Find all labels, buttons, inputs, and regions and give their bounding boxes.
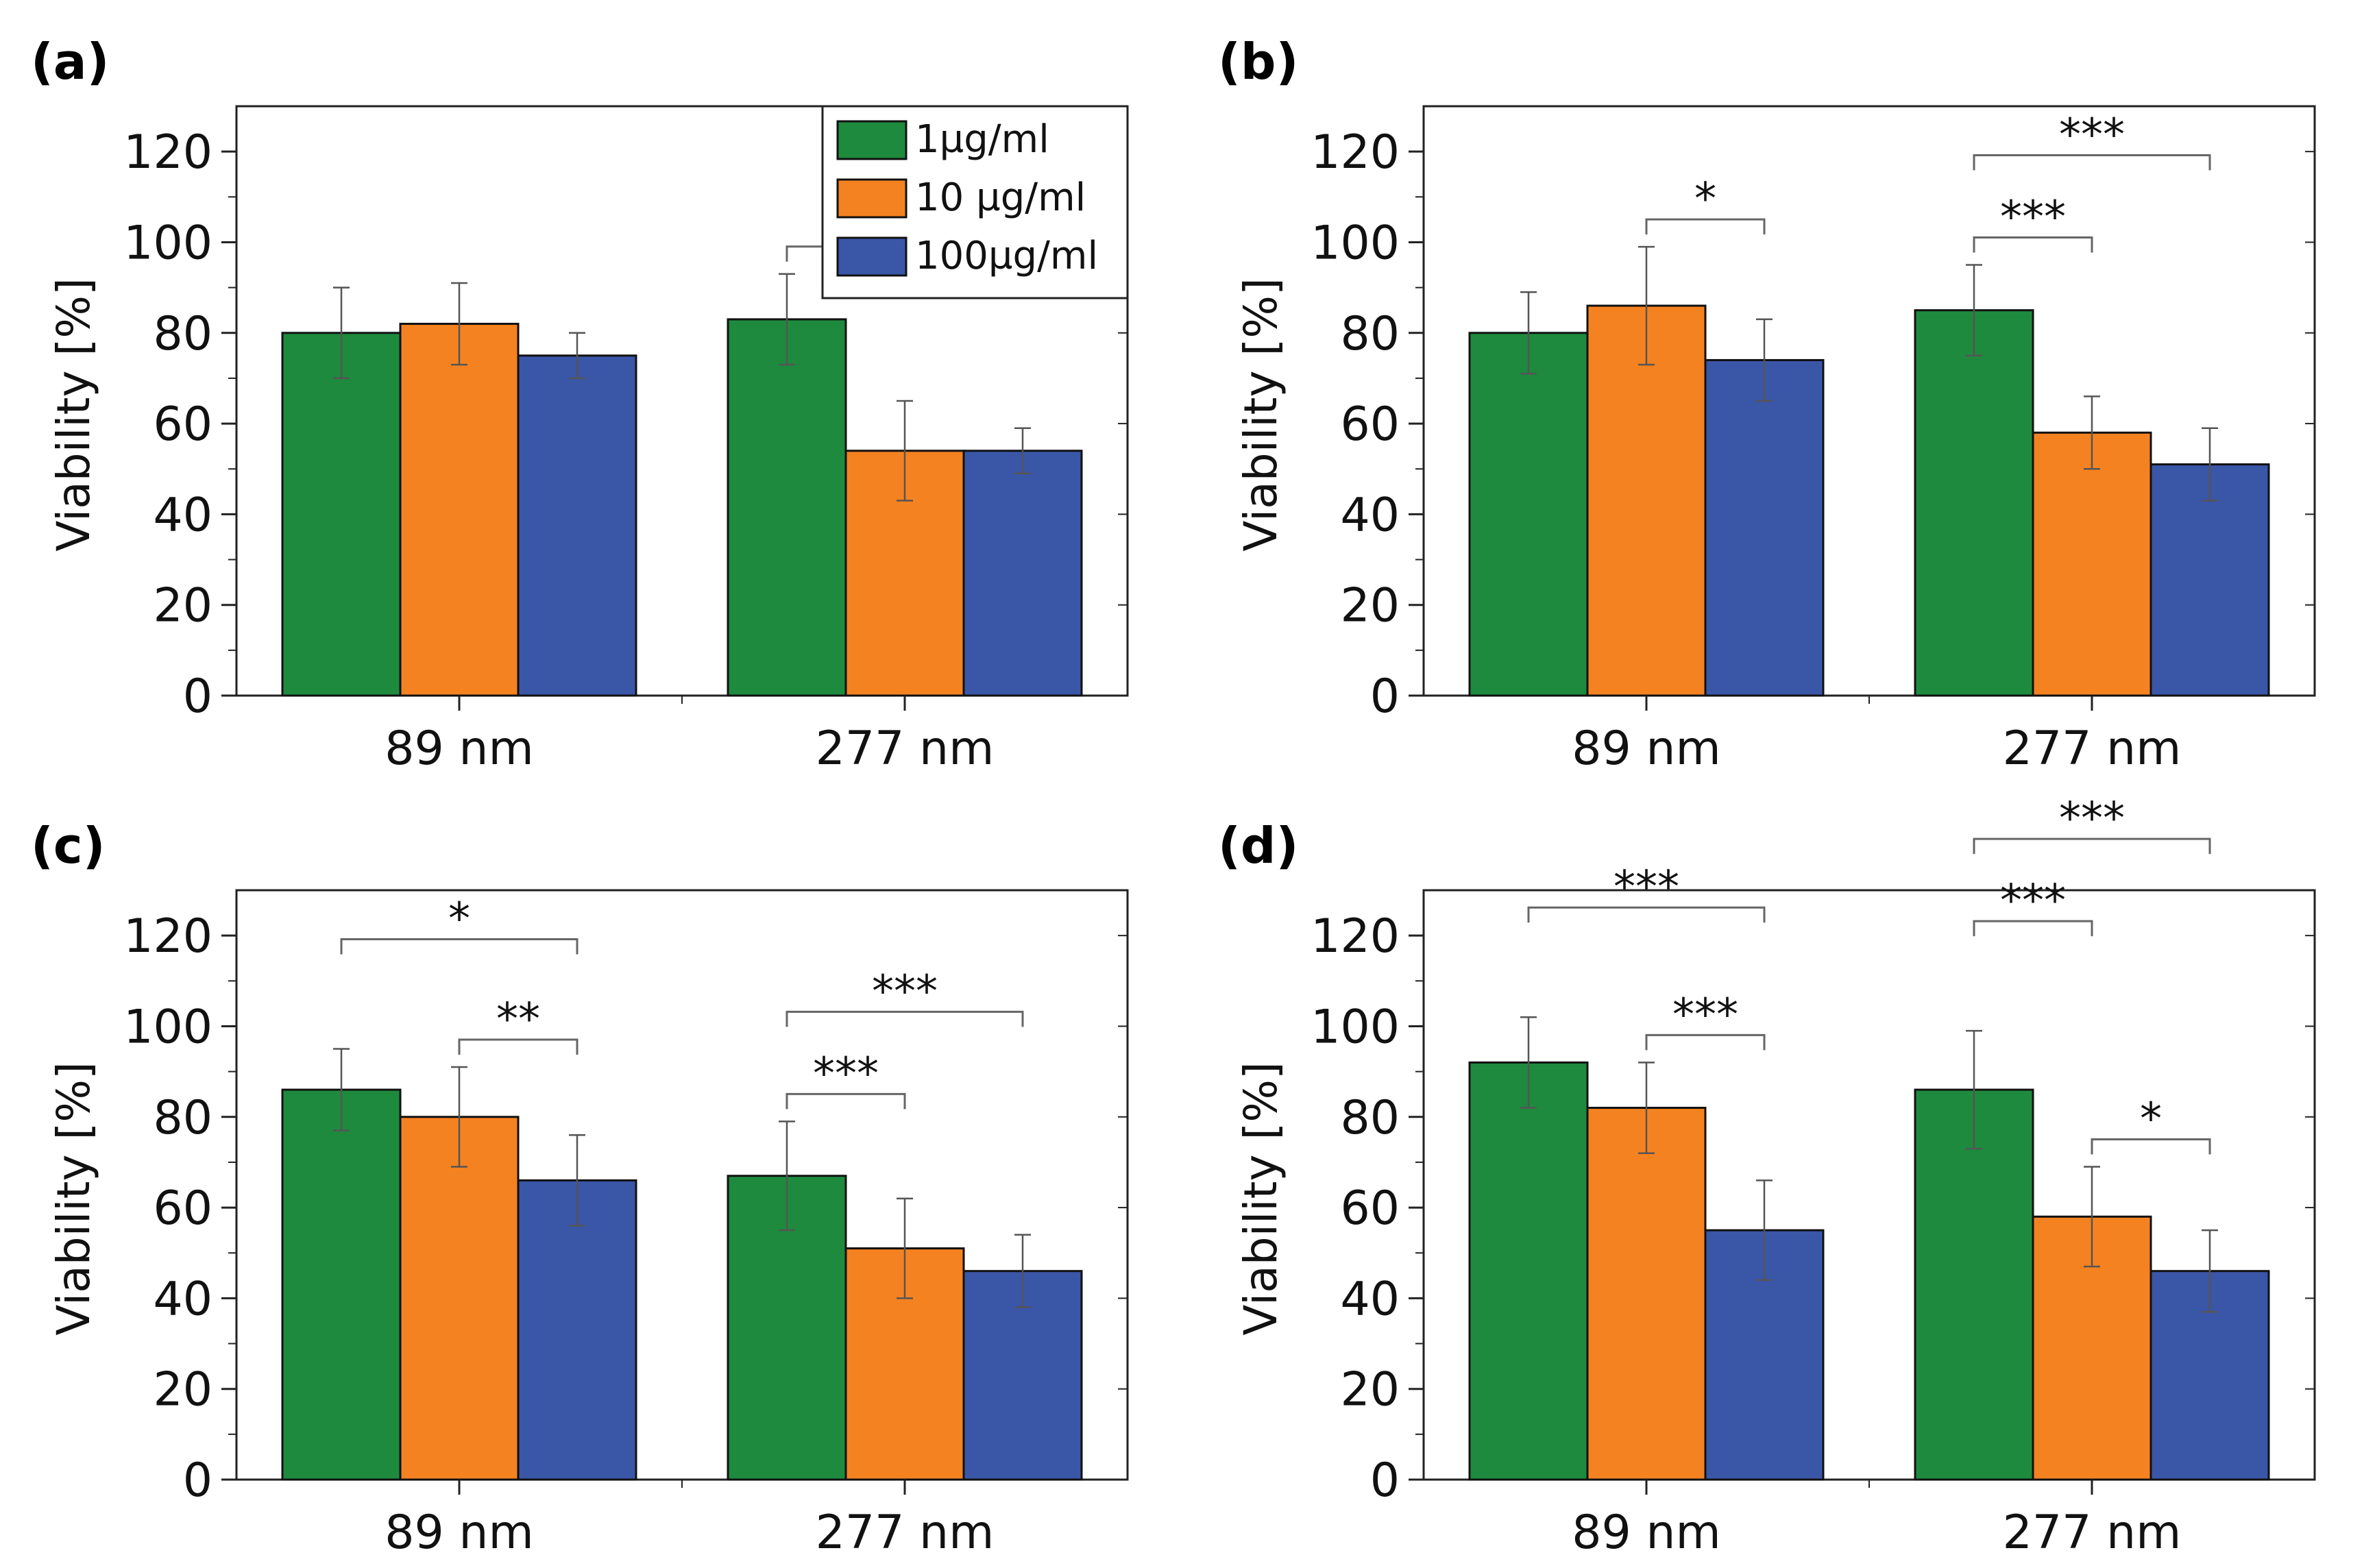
significance-label: *** <box>2059 794 2125 844</box>
significance-label: *** <box>2000 193 2066 243</box>
significance-label: * <box>1694 174 1716 225</box>
y-tick-label: 40 <box>153 1272 212 1326</box>
y-axis-label: Viability [%] <box>1234 1062 1287 1336</box>
y-tick-label: 40 <box>153 488 212 542</box>
y-tick-label: 100 <box>123 1000 212 1054</box>
chart-svg: (b) 0 20 40 60 80 100 120 Viability [%] 89 nm 277 … <box>1218 33 2316 776</box>
y-tick-label: 100 <box>1311 216 1400 270</box>
panel-d: (d) 0 20 40 60 80 100 120 Viability [%] 89 nm 277 … <box>1187 784 2374 1568</box>
significance-label: *** <box>1613 862 1679 913</box>
significance-label: *** <box>813 1049 879 1099</box>
x-tick-label: 89 nm <box>385 722 533 776</box>
y-tick-label: 20 <box>1340 579 1400 633</box>
y-tick-label: 80 <box>153 307 212 361</box>
bar <box>727 318 847 697</box>
panel-label: (c) <box>31 817 106 874</box>
y-tick-label: 60 <box>1340 1181 1400 1236</box>
panel-b: (b) 0 20 40 60 80 100 120 Viability [%] 89 nm 277 … <box>1187 0 2374 784</box>
significance-bracket <box>340 938 578 955</box>
y-tick-label: 80 <box>1340 307 1400 361</box>
significance-bracket <box>1645 218 1766 235</box>
legend-swatch <box>836 120 908 160</box>
y-tick-label: 60 <box>153 397 212 452</box>
chart-svg: (d) 0 20 40 60 80 100 120 Viability [%] 89 nm 277 … <box>1218 794 2316 1560</box>
significance-bracket <box>1527 906 1766 923</box>
significance-label: ** <box>496 994 540 1045</box>
y-tick-label: 60 <box>153 1181 212 1236</box>
y-tick-label: 80 <box>1340 1091 1400 1145</box>
legend-swatch <box>836 236 908 277</box>
significance-bracket <box>785 1092 906 1110</box>
y-axis-label: Viability [%] <box>47 278 100 552</box>
significance-bracket <box>1973 920 2093 937</box>
x-tick-label: 89 nm <box>385 1506 533 1560</box>
y-tick-label: 100 <box>123 216 212 270</box>
significance-bracket <box>785 1010 1024 1027</box>
y-tick-label: 120 <box>123 125 212 180</box>
significance-bracket <box>1973 837 2211 855</box>
bar <box>399 1116 520 1481</box>
y-tick-label: 0 <box>1370 1454 1400 1508</box>
significance-label: *** <box>872 966 938 1017</box>
y-tick-label: 120 <box>123 909 212 964</box>
panel-c: (c) 0 20 40 60 80 100 120 Viability [%] 89 nm 277 … <box>0 784 1187 1568</box>
bar <box>1586 304 1707 697</box>
y-tick-label: 0 <box>183 670 212 724</box>
significance-bracket <box>1645 1033 1766 1051</box>
y-axis-label: Viability [%] <box>1234 278 1287 552</box>
significance-bracket <box>458 1038 578 1055</box>
bar <box>962 450 1083 697</box>
bar <box>1586 1107 1707 1481</box>
y-tick-label: 40 <box>1340 488 1400 542</box>
bar <box>399 323 520 697</box>
y-tick-label: 0 <box>183 1454 212 1508</box>
panel-label: (d) <box>1218 817 1298 874</box>
y-tick-label: 60 <box>1340 397 1400 452</box>
bar <box>517 354 637 697</box>
y-tick-label: 120 <box>1311 909 1400 964</box>
bar <box>281 1088 402 1481</box>
legend-swatch <box>836 178 908 219</box>
y-tick-label: 120 <box>1311 125 1400 180</box>
bar <box>1468 332 1589 697</box>
panel-label: (a) <box>31 33 109 90</box>
x-tick-label: 89 nm <box>1572 1506 1720 1560</box>
x-tick-label: 277 nm <box>816 1506 995 1560</box>
legend-label: 100µg/ml <box>915 234 1098 278</box>
panel-a: (a) 0 20 40 60 80 100 120 Viability [%] 89 nm 277 … <box>0 0 1187 784</box>
y-axis-label: Viability [%] <box>47 1062 100 1336</box>
x-tick-label: 89 nm <box>1572 722 1720 776</box>
x-tick-label: 277 nm <box>2003 1506 2182 1560</box>
significance-label: * <box>2140 1094 2162 1145</box>
y-tick-label: 100 <box>1311 1000 1400 1054</box>
y-tick-label: 80 <box>153 1091 212 1145</box>
y-tick-label: 0 <box>1370 670 1400 724</box>
legend-label: 1µg/ml <box>915 117 1049 162</box>
bar <box>281 332 402 697</box>
bar <box>517 1179 637 1481</box>
significance-label: *** <box>2059 110 2125 161</box>
significance-bracket <box>1973 236 2093 253</box>
chart-svg: (a) 0 20 40 60 80 100 120 Viability [%] 89 nm 277 … <box>31 33 1129 776</box>
bar <box>1914 1088 2034 1481</box>
bar <box>1914 309 2034 697</box>
panel-label: (b) <box>1218 33 1298 90</box>
y-tick-label: 20 <box>153 1363 212 1417</box>
bar <box>2032 431 2152 697</box>
legend-label: 10 µg/ml <box>915 175 1086 220</box>
significance-bracket <box>1973 154 2211 171</box>
significance-bracket <box>2091 1138 2211 1155</box>
significance-label: * <box>448 894 470 945</box>
significance-label: *** <box>1672 990 1738 1040</box>
bar <box>1468 1061 1589 1481</box>
y-tick-label: 20 <box>153 579 212 633</box>
significance-label: *** <box>2000 876 2066 927</box>
x-tick-label: 277 nm <box>816 722 995 776</box>
y-tick-label: 40 <box>1340 1272 1400 1326</box>
x-tick-label: 277 nm <box>2003 722 2182 776</box>
y-tick-label: 20 <box>1340 1363 1400 1417</box>
bar <box>1704 358 1825 697</box>
chart-svg: (c) 0 20 40 60 80 100 120 Viability [%] 89 nm 277 … <box>31 817 1129 1560</box>
